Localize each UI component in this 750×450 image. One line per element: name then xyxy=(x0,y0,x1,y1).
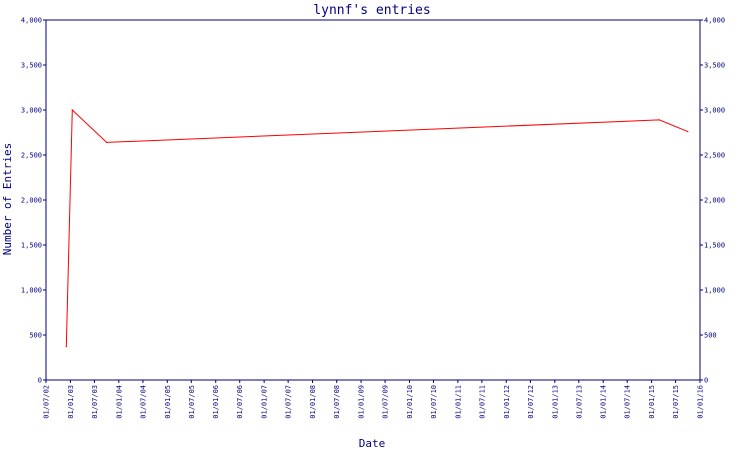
x-tick-label: 01/01/05 xyxy=(164,385,172,419)
series-point xyxy=(71,109,73,111)
x-tick-label: 01/01/03 xyxy=(67,385,75,419)
y-tick-label-left: 2,500 xyxy=(21,152,42,160)
x-tick-label: 01/01/07 xyxy=(261,385,269,419)
x-tick-label: 01/07/05 xyxy=(188,385,196,419)
y-tick-label-left: 1,500 xyxy=(21,242,42,250)
plot-frame xyxy=(45,19,701,381)
series-point xyxy=(65,346,67,348)
series-line xyxy=(65,108,688,347)
y-tick-label-right: 2,500 xyxy=(704,152,725,160)
series-point xyxy=(658,119,661,121)
x-tick-label: 01/07/06 xyxy=(236,385,244,419)
x-tick-label: 01/07/14 xyxy=(624,385,632,419)
x-axis-title: Date xyxy=(359,437,386,450)
y-tick-label-right: 1,000 xyxy=(704,287,725,295)
y-tick-label-right: 0 xyxy=(704,377,708,385)
y-axis-right: 0 500 1,000 1,500 2,000 2,500 3,000 3,500 4,000 xyxy=(700,17,725,385)
x-tick-label: 01/07/15 xyxy=(672,385,680,419)
y-tick-label-left: 3,500 xyxy=(21,62,42,70)
x-tick-label: 01/01/06 xyxy=(212,385,220,419)
y-tick-label-right: 4,000 xyxy=(704,17,725,25)
x-tick-label: 01/01/12 xyxy=(503,385,511,419)
x-tick-label: 01/07/04 xyxy=(139,385,147,419)
y-tick-label-left: 2,000 xyxy=(21,197,42,205)
y-tick-label-left: 3,000 xyxy=(21,107,42,115)
y-axis-left: 0 500 1,000 1,500 2,000 2,500 3,000 3,500 4,000 xyxy=(21,17,46,385)
y-tick-label-left: 0 xyxy=(38,377,42,385)
x-tick-label: 01/01/11 xyxy=(454,385,462,419)
x-tick-label: 01/01/14 xyxy=(600,385,608,419)
plot-border xyxy=(45,19,701,381)
x-tick-label: 01/07/11 xyxy=(478,385,486,419)
y-tick-label-right: 3,500 xyxy=(704,62,725,70)
x-tick-label: 01/07/03 xyxy=(91,385,99,419)
y-tick-label-left: 4,000 xyxy=(21,17,42,25)
y-tick-label-left: 1,000 xyxy=(21,287,42,295)
x-tick-label: 01/01/10 xyxy=(406,385,414,419)
x-tick-label: 01/01/08 xyxy=(309,385,317,419)
x-tick-label: 01/07/13 xyxy=(575,385,583,419)
x-tick-label: 01/07/10 xyxy=(430,385,438,419)
chart-title: lynnf's entries xyxy=(313,3,430,18)
y-tick-label-right: 500 xyxy=(704,332,717,340)
x-tick-label: 01/01/13 xyxy=(551,385,559,419)
x-tick-label: 01/07/12 xyxy=(527,385,535,419)
x-tick-label: 01/07/02 xyxy=(43,385,51,419)
x-tick-label: 01/01/04 xyxy=(115,385,123,419)
y-tick-label-right: 2,000 xyxy=(704,197,725,205)
y-tick-label-left: 500 xyxy=(29,332,42,340)
x-axis: 01/07/02 01/01/03 01/07/03 01/01/04 01/07/04… xyxy=(43,380,705,419)
x-tick-label: 01/07/09 xyxy=(382,385,390,419)
y-axis-title: Number of Entries xyxy=(1,143,14,256)
x-tick-label: 01/01/15 xyxy=(648,385,656,419)
series-point xyxy=(105,141,108,143)
x-tick-label: 01/07/08 xyxy=(333,385,341,419)
x-tick-label: 01/01/16 xyxy=(697,385,705,419)
y-tick-label-right: 3,000 xyxy=(704,107,725,115)
x-tick-label: 01/07/07 xyxy=(285,385,293,419)
x-tick-label: 01/01/09 xyxy=(358,385,366,419)
y-tick-label-right: 1,500 xyxy=(704,242,725,250)
series-layer xyxy=(65,108,689,348)
series-point xyxy=(687,131,689,133)
